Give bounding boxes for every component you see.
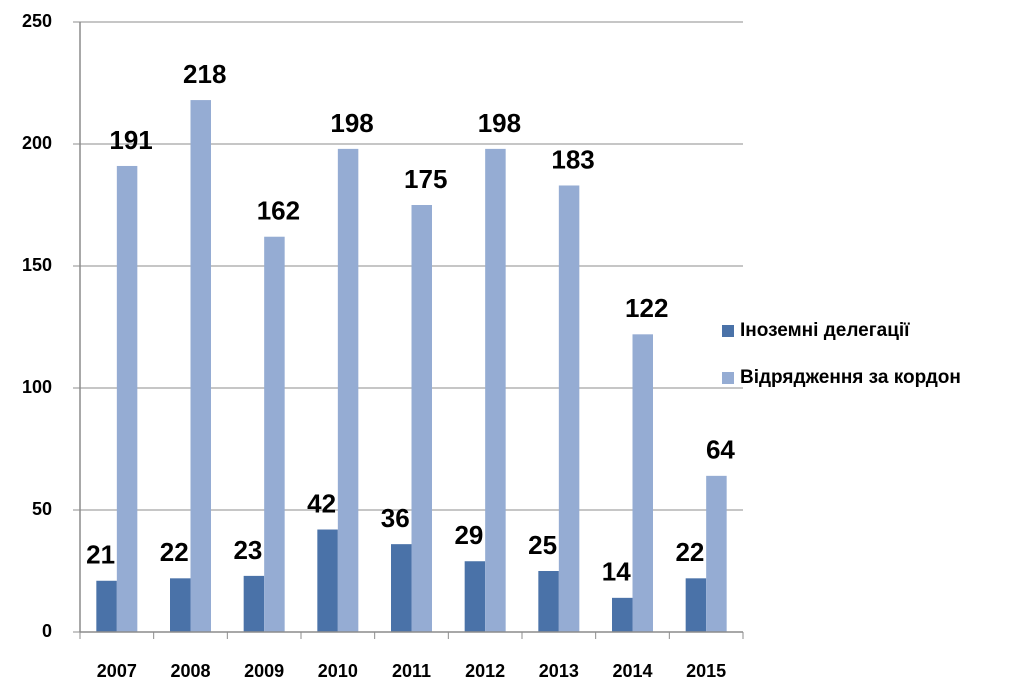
data-label: 42 [307, 488, 336, 518]
data-label: 36 [381, 503, 410, 533]
legend-label: Відрядження за кордон [740, 367, 961, 388]
bar [391, 544, 412, 632]
x-tick-label: 2012 [465, 661, 505, 681]
y-tick-label: 250 [22, 11, 52, 31]
bar [243, 575, 265, 632]
bar [706, 475, 727, 632]
data-label: 25 [528, 530, 557, 560]
bar [485, 148, 506, 632]
bar [612, 597, 633, 632]
bar [558, 185, 580, 633]
data-label: 175 [404, 164, 447, 194]
bar [317, 529, 338, 632]
y-tick-label: 100 [22, 377, 52, 397]
data-label: 218 [183, 59, 226, 89]
y-tick-label: 0 [42, 621, 52, 641]
x-tick-label: 2011 [392, 661, 431, 681]
x-tick-label: 2013 [539, 661, 579, 681]
data-label: 198 [478, 108, 521, 138]
bar [632, 334, 653, 632]
bar [116, 165, 138, 632]
x-tick-label: 2008 [170, 661, 210, 681]
y-tick-label: 50 [32, 499, 52, 519]
data-label: 183 [551, 144, 594, 174]
bar [96, 580, 117, 632]
y-tick-label: 200 [22, 133, 52, 153]
x-tick-label: 2014 [612, 661, 652, 681]
legend-label: Іноземні делегації [740, 320, 910, 341]
legend-swatch [722, 325, 734, 337]
bar [464, 561, 486, 632]
data-label: 14 [602, 557, 631, 587]
data-label: 191 [109, 125, 152, 155]
data-label: 162 [257, 196, 300, 226]
x-tick-label: 2007 [97, 661, 137, 681]
bar [538, 571, 559, 632]
x-tick-label: 2010 [318, 661, 358, 681]
bar [337, 148, 359, 632]
data-label: 22 [160, 537, 189, 567]
data-label: 198 [330, 108, 373, 138]
x-tick-label: 2009 [244, 661, 284, 681]
legend-swatch [722, 372, 734, 384]
data-label: 122 [625, 293, 668, 323]
data-label: 23 [233, 535, 262, 565]
data-label: 21 [86, 540, 115, 570]
bar [190, 100, 211, 632]
bar [170, 578, 191, 632]
data-label: 64 [706, 435, 735, 465]
data-label: 22 [675, 537, 704, 567]
bar [411, 205, 432, 632]
bar [264, 236, 285, 632]
bar [685, 578, 707, 632]
data-label: 29 [454, 520, 483, 550]
y-tick-label: 150 [22, 255, 52, 275]
x-tick-label: 2015 [686, 661, 726, 681]
